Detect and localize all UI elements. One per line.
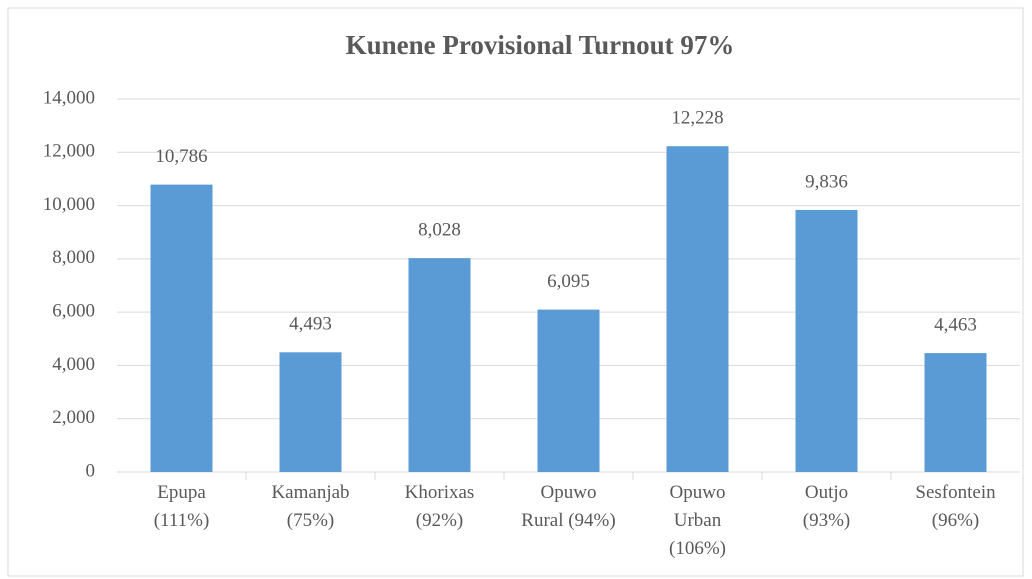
bar [666, 146, 729, 473]
value-label: 10,786 [155, 146, 207, 167]
value-label: 4,493 [289, 314, 332, 335]
value-label: 12,228 [671, 108, 723, 129]
chart-title: Kunene Provisional Turnout 97% [346, 30, 735, 60]
x-tick-label: Epupa (111%) [153, 482, 210, 531]
x-tick-label: Khorixas (92%) [404, 482, 475, 531]
bar [408, 258, 471, 472]
y-tick-label: 6,000 [52, 301, 95, 322]
x-tick-label: Opuwo Rural (94%) [521, 482, 616, 531]
x-tick-label: Kamanjab (75%) [271, 482, 350, 531]
value-label: 8,028 [418, 219, 461, 240]
bar [279, 352, 342, 472]
bar [924, 353, 987, 472]
y-tick-label: 14,000 [43, 87, 95, 108]
bar [795, 209, 858, 472]
bar [150, 184, 213, 473]
y-tick-label: 12,000 [43, 141, 95, 162]
y-tick-label: 10,000 [43, 194, 95, 215]
x-tick-label: Outjo (93%) [802, 482, 851, 531]
bar [537, 309, 600, 472]
value-label: 4,463 [934, 314, 977, 335]
x-tick-label: Sesfontein (96%) [915, 482, 996, 531]
y-tick-label: 8,000 [52, 247, 95, 268]
y-tick-label: 0 [86, 460, 96, 481]
y-tick-label: 4,000 [52, 354, 95, 375]
value-label: 6,095 [547, 271, 590, 292]
y-tick-label: 2,000 [52, 407, 95, 428]
value-label: 9,836 [805, 171, 848, 192]
x-tick-label: Opuwo Urban (106%) [669, 482, 726, 559]
